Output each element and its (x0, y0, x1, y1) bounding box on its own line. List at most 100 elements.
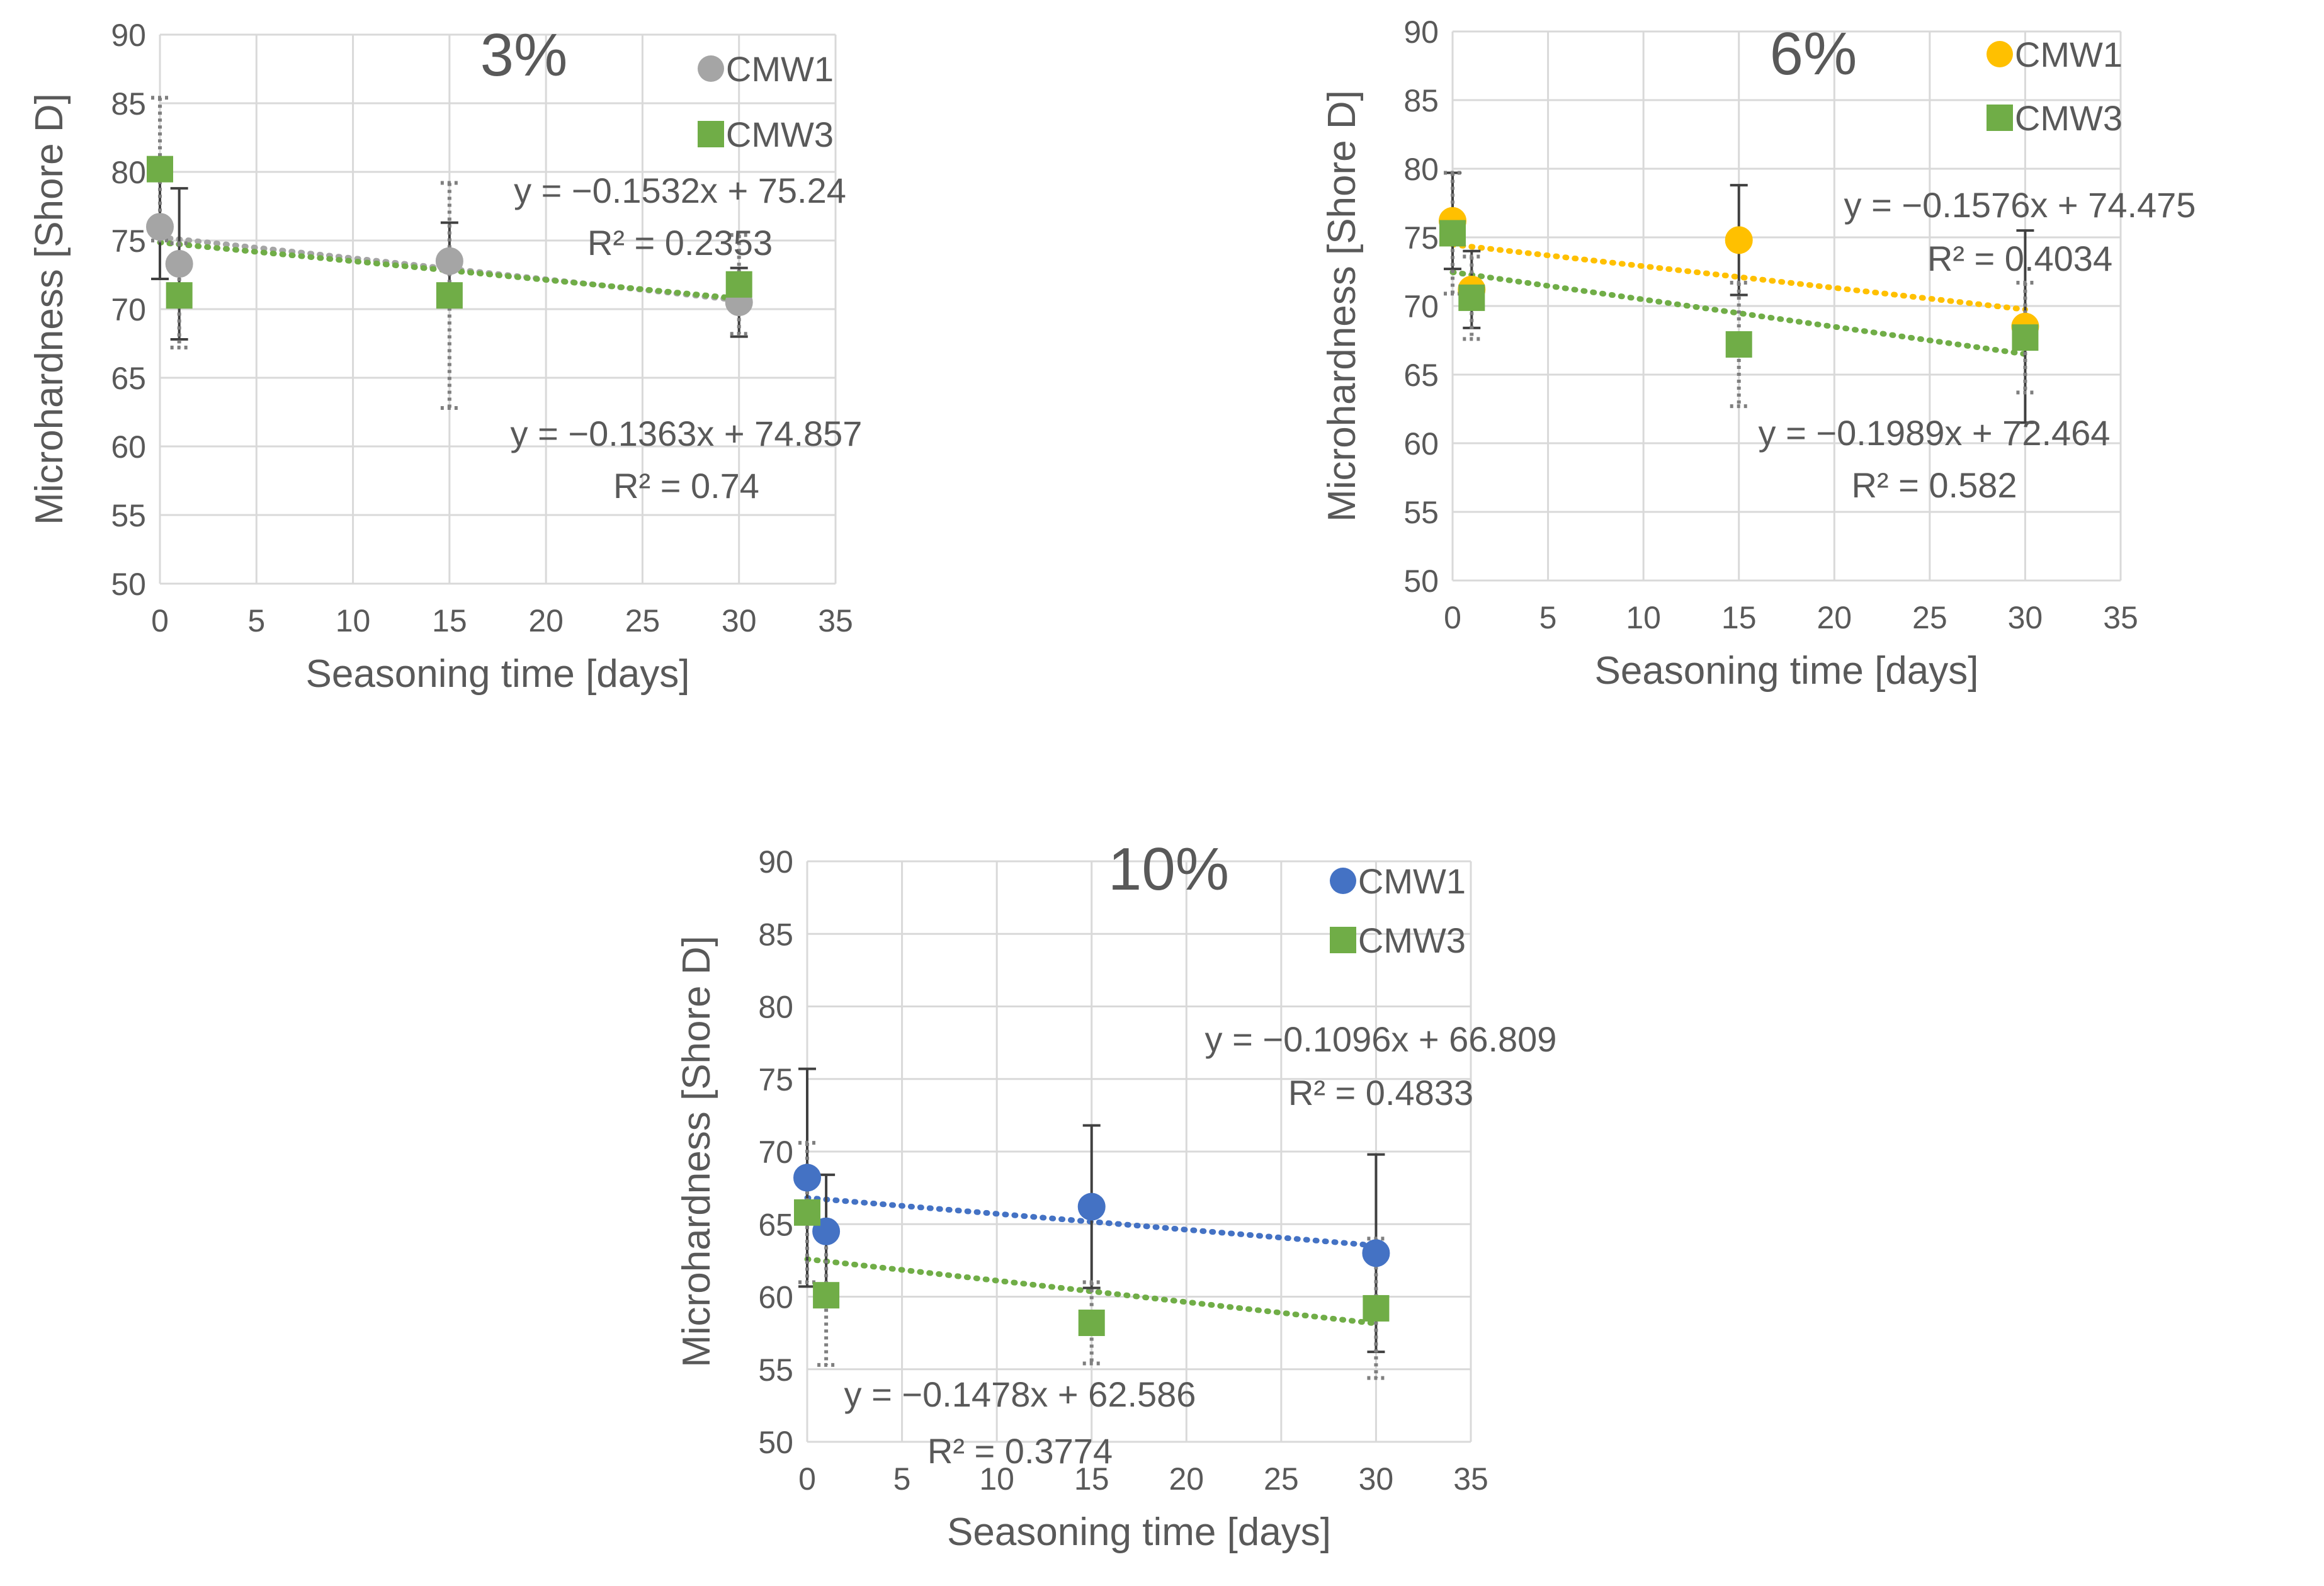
y-tick-label: 70 (758, 1135, 793, 1170)
x-tick-label: 20 (528, 603, 564, 638)
x-tick-label: 5 (1539, 600, 1557, 635)
y-tick-label: 65 (1403, 358, 1439, 393)
y-tick-label: 50 (758, 1425, 793, 1460)
x-tick-label: 5 (247, 603, 265, 638)
x-tick-label: 35 (818, 603, 853, 638)
data-point-cmw3 (1439, 220, 1466, 247)
trendline-r2: R² = 0.2353 (587, 223, 773, 263)
y-tick-label: 90 (111, 18, 146, 53)
trendline-r2: R² = 0.4034 (1927, 239, 2112, 278)
chart-panel-2: 50 55 60 65 70 75 80 85 90 0 5 10 15 20 25 30 35 Seasonin… (1320, 14, 2196, 693)
trendline-r2: R² = 0.4833 (1288, 1073, 1473, 1113)
y-tick-label: 75 (1403, 220, 1439, 256)
legend-item-cmw3: CMW3 (1987, 98, 2123, 138)
x-tick-label: 15 (1721, 600, 1757, 635)
trendline-cmw1 (1449, 241, 2028, 313)
x-tick-label: 25 (1264, 1461, 1299, 1497)
error-bar (170, 241, 188, 350)
error-bar (2016, 280, 2034, 395)
data-point-cmw3 (166, 282, 193, 309)
error-bar (1082, 1280, 1101, 1366)
x-axis-title: Seasoning time [days] (947, 1510, 1331, 1554)
data-point-cmw3 (1078, 1309, 1105, 1336)
x-axis-title: Seasoning time [days] (1594, 649, 1978, 693)
x-axis-title: Seasoning time [days] (305, 652, 689, 696)
trendline-equation: y = −0.1478x + 62.586 (844, 1374, 1196, 1414)
data-point-cmw3 (794, 1199, 820, 1226)
x-tick-label: 10 (1626, 600, 1661, 635)
x-tick-label: 30 (722, 603, 757, 638)
x-tick-label: 10 (979, 1461, 1014, 1497)
data-point-cmw1 (1725, 226, 1753, 254)
trendline-equation: y = −0.1363x + 74.857 (511, 414, 863, 453)
data-point-cmw3 (725, 271, 752, 298)
y-tick-label: 55 (1403, 495, 1439, 530)
chart-title: 3% (480, 21, 568, 89)
x-tick-label: 10 (336, 603, 371, 638)
x-tick-label: 25 (625, 603, 660, 638)
y-tick-label: 60 (1403, 426, 1439, 462)
y-tick-label: 75 (111, 224, 146, 259)
legend-item-cmw3: CMW3 (698, 115, 834, 154)
trendline-equation: y = −0.1532x + 75.24 (514, 171, 846, 210)
x-tick-label: 30 (2008, 600, 2043, 635)
y-tick-label: 85 (1403, 83, 1439, 118)
chart-panel-1: 50 55 60 65 70 75 80 85 90 0 5 10 15 20 25 30 35 Seasonin… (28, 18, 862, 696)
x-tick-label: 15 (432, 603, 467, 638)
legend-marker (1987, 41, 2013, 67)
y-tick-label: 50 (111, 567, 146, 602)
y-tick-label: 85 (758, 917, 793, 952)
x-tick-label: 35 (1453, 1461, 1488, 1497)
legend-item-cmw3: CMW3 (1330, 920, 1466, 960)
y-tick-label: 70 (1403, 289, 1439, 324)
legend-item-cmw1: CMW1 (1987, 35, 2123, 74)
y-axis-title: Microhardness [Shore D] (675, 936, 718, 1368)
y-tick-label: 50 (1403, 564, 1439, 599)
y-tick-label: 80 (1403, 152, 1439, 187)
data-point-cmw1 (146, 213, 174, 241)
trendline-r2: R² = 0.3774 (927, 1431, 1113, 1471)
data-point-cmw1 (1362, 1239, 1390, 1267)
x-tick-label: 0 (1444, 600, 1461, 635)
legend-label: CMW3 (2015, 98, 2123, 138)
trendline-r2: R² = 0.582 (1851, 465, 2017, 505)
error-bar (1730, 280, 1748, 409)
data-point-cmw3 (813, 1282, 840, 1309)
legend-label: CMW1 (1358, 861, 1466, 901)
trendline-equation: y = −0.1989x + 72.464 (1759, 413, 2111, 453)
x-tick-label: 25 (1912, 600, 1947, 635)
x-tick-label: 0 (151, 603, 169, 638)
legend-marker (1330, 927, 1356, 953)
x-tick-label: 20 (1817, 600, 1852, 635)
y-tick-label: 75 (758, 1062, 793, 1097)
y-tick-label: 65 (758, 1207, 793, 1242)
data-point-cmw1 (435, 247, 463, 275)
x-tick-label: 0 (798, 1461, 816, 1497)
y-tick-label: 90 (758, 844, 793, 880)
y-tick-label: 60 (111, 429, 146, 465)
y-axis-title: Microhardness [Shore D] (28, 93, 71, 525)
data-point-cmw3 (1363, 1294, 1390, 1322)
trendline-r2: R² = 0.74 (613, 466, 759, 506)
legend-label: CMW1 (726, 49, 834, 89)
y-axis-title: Microhardness [Shore D] (1320, 90, 1364, 522)
chart-title: 6% (1770, 20, 1857, 88)
y-tick-label: 60 (758, 1280, 793, 1315)
data-point-cmw3 (2012, 324, 2039, 351)
x-tick-label: 15 (1074, 1461, 1109, 1497)
legend-marker (698, 121, 724, 147)
x-tick-label: 20 (1169, 1461, 1204, 1497)
y-tick-label: 70 (111, 292, 146, 327)
y-tick-label: 65 (111, 361, 146, 396)
legend-item-cmw1: CMW1 (1330, 861, 1466, 901)
data-point-cmw3 (1458, 284, 1485, 311)
x-tick-label: 35 (2103, 600, 2138, 635)
y-tick-label: 80 (758, 990, 793, 1025)
trendline-cmw3 (1449, 269, 2028, 357)
legend-item-cmw1: CMW1 (698, 49, 834, 89)
legend-marker (1987, 105, 2013, 131)
trendline-equation: y = −0.1096x + 66.809 (1205, 1019, 1557, 1059)
x-tick-label: 5 (893, 1461, 911, 1497)
y-tick-label: 80 (111, 155, 146, 190)
chart-panel-3: 50 55 60 65 70 75 80 85 90 0 5 10 15 20 25 30 35 Seasonin… (675, 835, 1556, 1554)
